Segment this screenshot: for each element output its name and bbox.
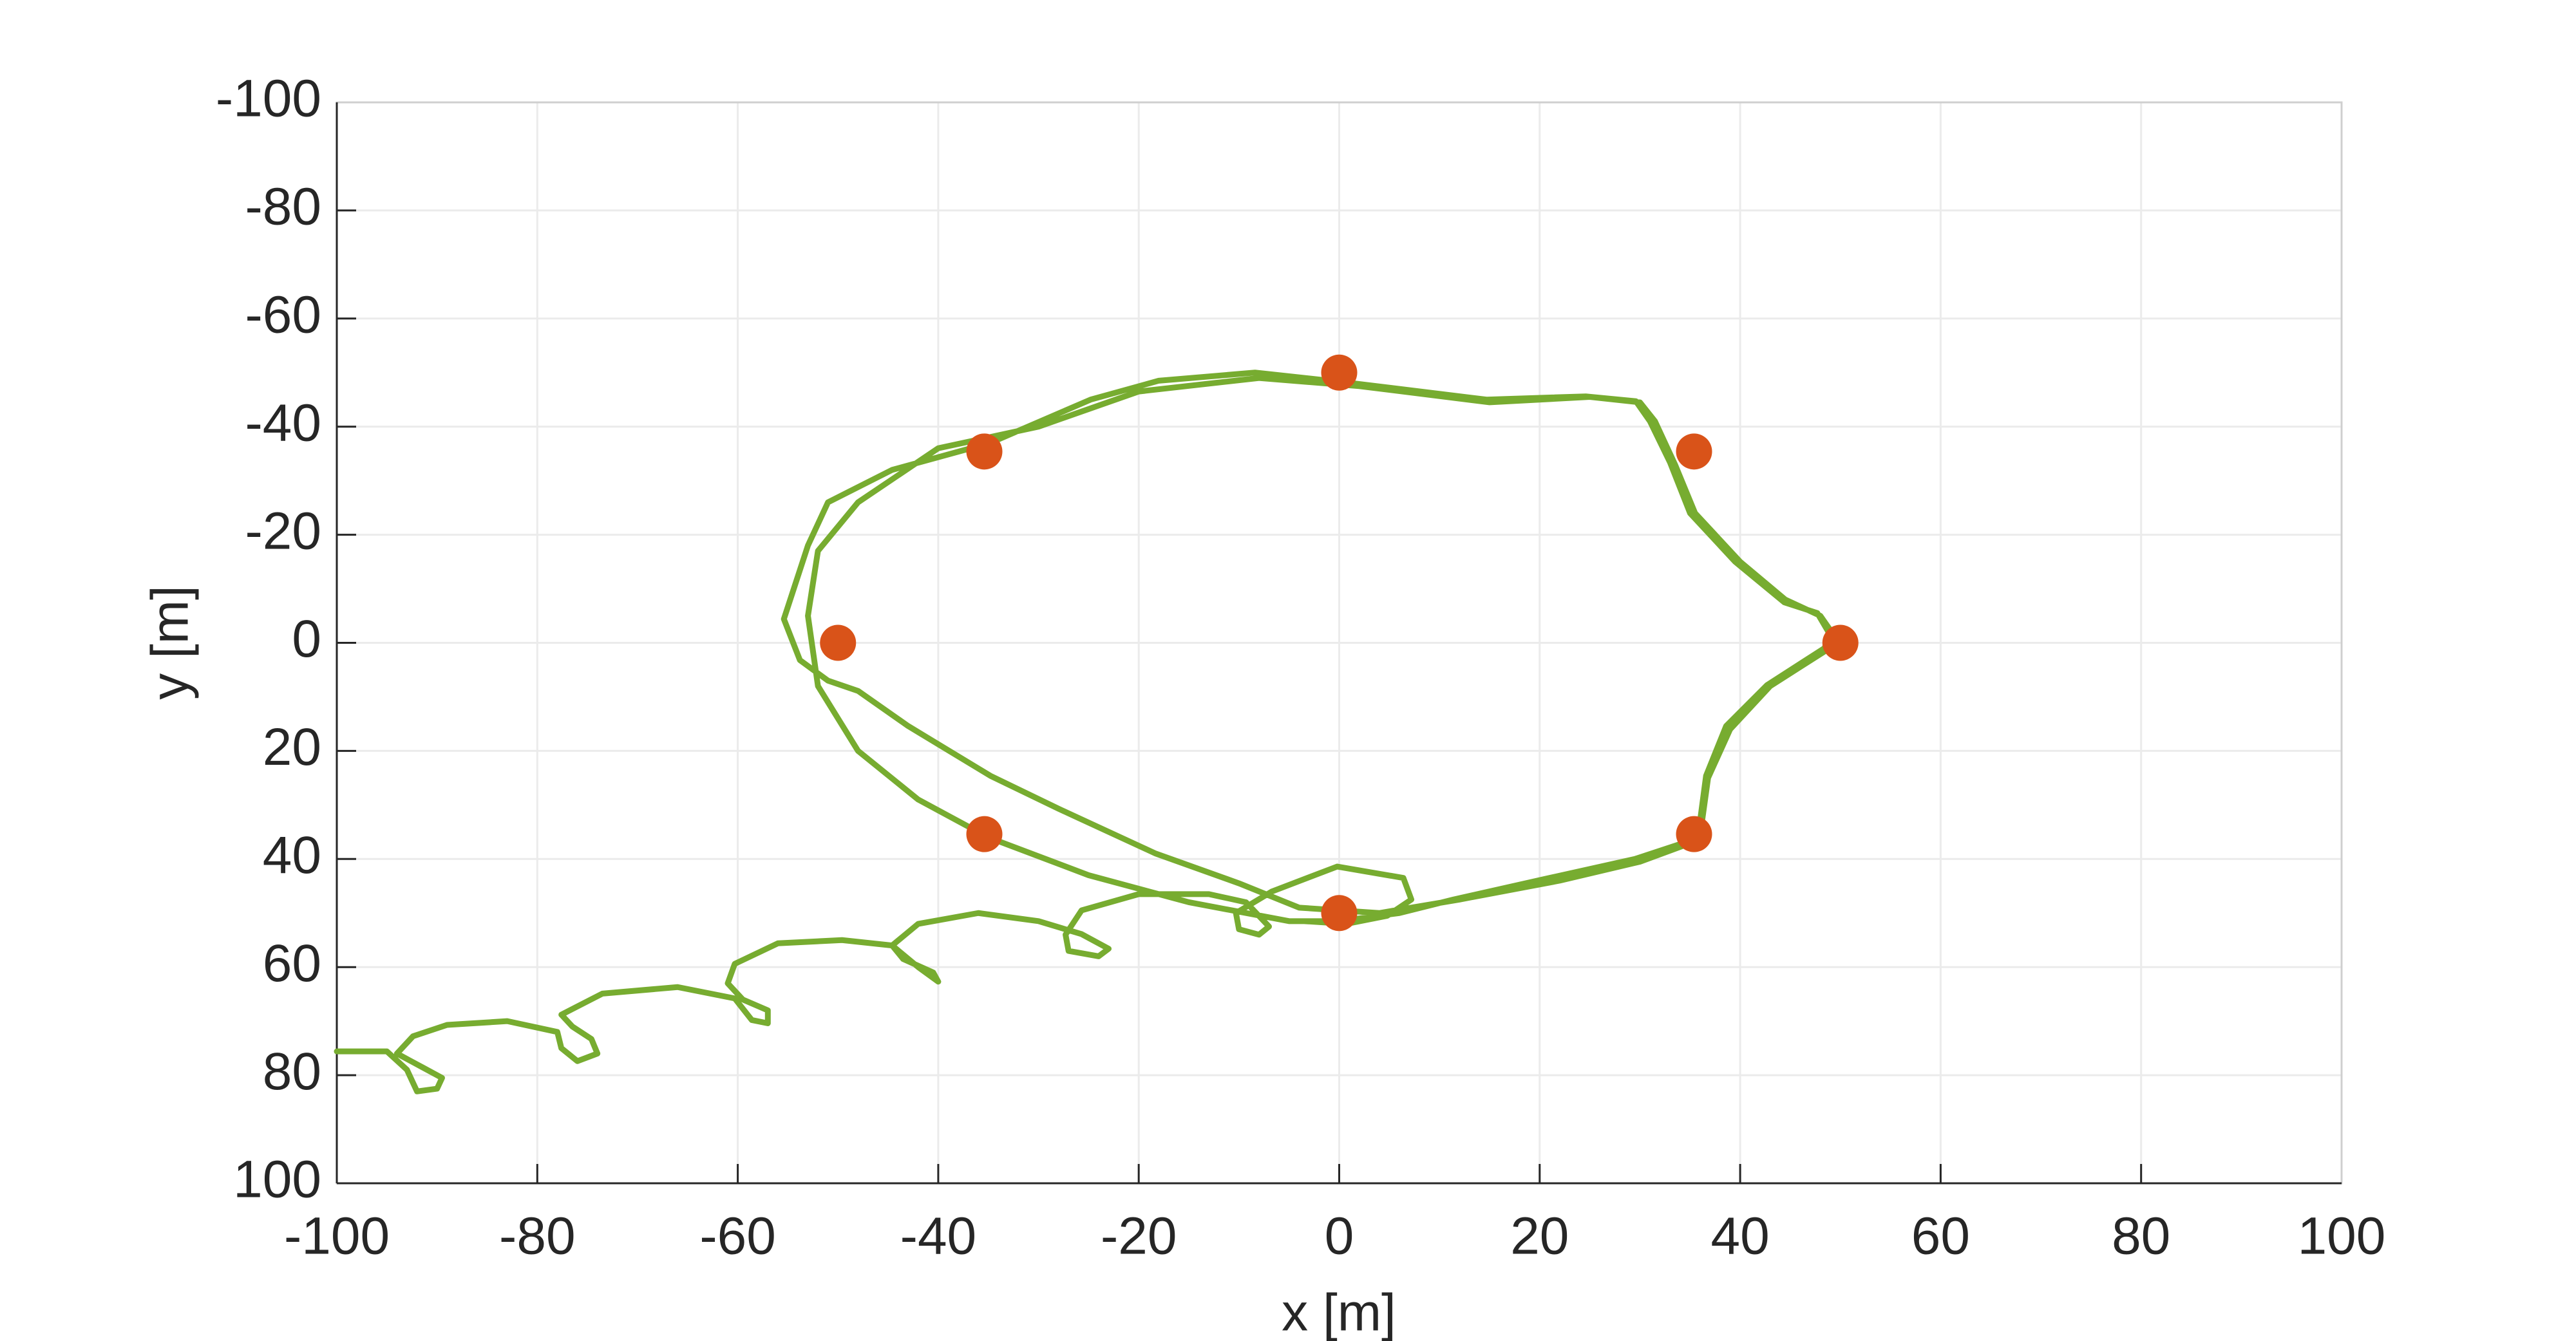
y-axis-label: y [m] bbox=[141, 585, 200, 700]
x-tick-label: 80 bbox=[2112, 1207, 2170, 1266]
waypoint bbox=[966, 816, 1003, 852]
x-axis-label: x [m] bbox=[1282, 1284, 1396, 1341]
x-tick-label: 40 bbox=[1710, 1207, 1769, 1266]
y-tick-label: 60 bbox=[263, 934, 321, 993]
y-tick-label: 0 bbox=[292, 610, 321, 668]
x-tick-label: 0 bbox=[1325, 1207, 1354, 1266]
y-tick-label: 100 bbox=[233, 1150, 321, 1209]
x-tick-label: 60 bbox=[1911, 1207, 1970, 1266]
y-tick-label: -20 bbox=[245, 502, 321, 560]
y-tick-label: -100 bbox=[216, 70, 321, 128]
waypoint bbox=[966, 433, 1003, 470]
waypoint bbox=[820, 624, 857, 661]
waypoint bbox=[1822, 624, 1859, 661]
y-tick-label: -60 bbox=[245, 285, 321, 344]
x-tick-label: -60 bbox=[699, 1207, 776, 1266]
trajectory-line bbox=[334, 370, 1839, 1094]
x-tick-label: -100 bbox=[284, 1207, 390, 1266]
x-tick-label: -20 bbox=[1101, 1207, 1177, 1266]
y-tick-label: -40 bbox=[245, 393, 321, 452]
waypoint bbox=[1321, 895, 1358, 932]
waypoint bbox=[1321, 354, 1358, 391]
y-tick-label: 40 bbox=[263, 826, 321, 885]
x-tick-label: 20 bbox=[1510, 1207, 1569, 1266]
x-tick-label: 100 bbox=[2298, 1207, 2386, 1266]
waypoint bbox=[1676, 433, 1712, 470]
x-tick-label: -80 bbox=[499, 1207, 576, 1266]
waypoint bbox=[1676, 816, 1712, 852]
y-tick-label: 20 bbox=[263, 718, 321, 776]
y-tick-label: 80 bbox=[263, 1042, 321, 1101]
y-tick-label: -80 bbox=[245, 178, 321, 236]
x-tick-label: -40 bbox=[900, 1207, 977, 1266]
